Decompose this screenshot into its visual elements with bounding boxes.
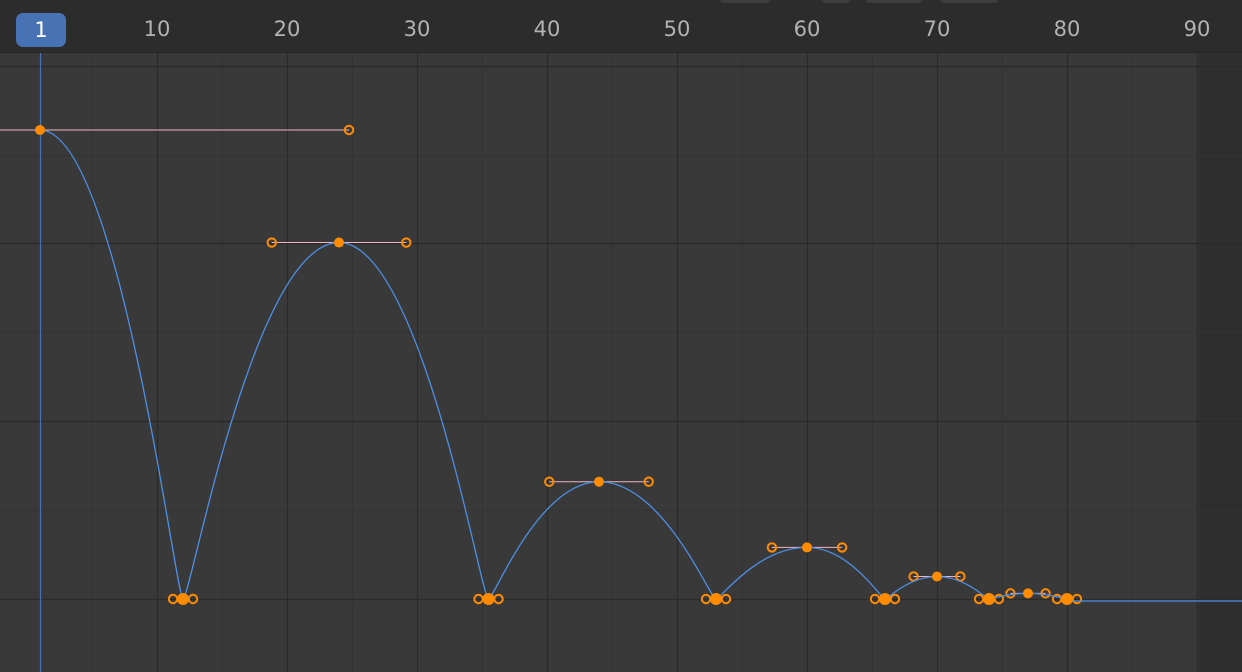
keyframe-point[interactable] [710,593,722,605]
frame-label-30: 30 [403,17,431,41]
keyframe-point[interactable] [802,542,812,553]
handle-point[interactable] [544,476,555,487]
ruler-decoration [866,0,922,3]
ruler-decoration [822,0,850,3]
frame-label-90: 90 [1183,17,1211,41]
frame-ruler[interactable]: 10 20 30 40 50 60 70 80 90 1 [0,0,1242,53]
handle-point[interactable] [766,542,778,553]
keyframe-point[interactable] [177,593,189,605]
ruler-decoration [720,0,770,3]
frame-label-60: 60 [793,17,821,41]
keyframe-handles[interactable] [0,124,1083,605]
handle-point[interactable] [266,237,277,248]
keyframe-point[interactable] [334,237,344,248]
keyframe-point[interactable] [1023,588,1033,599]
frame-label-80: 80 [1053,17,1081,41]
frame-label-50: 50 [663,17,691,41]
handle-point[interactable] [343,124,355,136]
handle-point[interactable] [643,476,654,487]
frame-label-10: 10 [143,17,171,41]
keyframe-points[interactable] [35,125,1073,605]
handle-point[interactable] [1005,588,1016,599]
frame-label-40: 40 [533,17,561,41]
handle-point[interactable] [836,542,848,553]
fcurve-path[interactable] [39,129,1068,600]
out-of-range-shade [1199,53,1242,672]
keyframe-point[interactable] [1061,593,1073,605]
keyframe-point[interactable] [879,593,891,605]
handle-point[interactable] [401,237,412,248]
ruler-decoration [940,0,998,3]
keyframe-point[interactable] [932,571,942,582]
keyframe-point[interactable] [35,125,45,135]
handle-point[interactable] [1040,588,1051,599]
frame-label-20: 20 [273,17,301,41]
keyframe-point[interactable] [594,476,604,487]
frame-label-70: 70 [923,17,951,41]
keyframe-point[interactable] [983,593,995,605]
current-frame-indicator[interactable]: 1 [16,13,66,47]
grid-minor-lines [0,53,1242,672]
grid-major-lines [0,53,1242,672]
keyframe-point[interactable] [482,593,495,605]
